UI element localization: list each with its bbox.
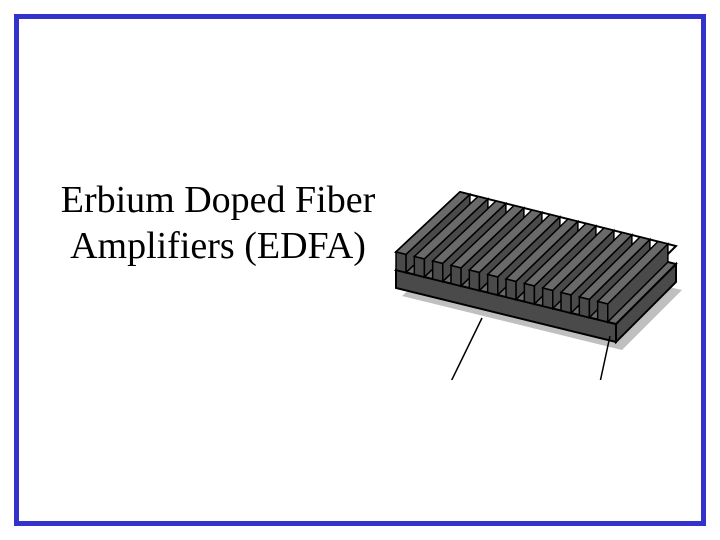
title-line-2: Amplifiers (EDFA) — [70, 225, 366, 267]
slide-title: Erbium Doped Fiber Amplifiers (EDFA) — [38, 178, 398, 269]
device-lead-left — [442, 318, 482, 380]
slide: Erbium Doped Fiber Amplifiers (EDFA) — [0, 0, 720, 540]
title-line-1: Erbium Doped Fiber — [61, 179, 376, 221]
edfa-device-illustration — [372, 80, 694, 380]
